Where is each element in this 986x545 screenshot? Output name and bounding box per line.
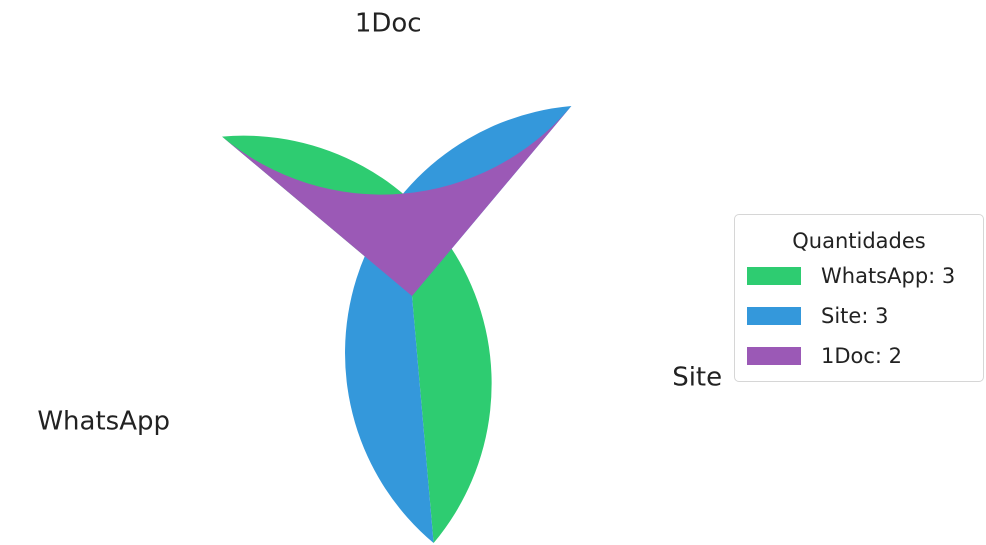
pie-category-label-whatsapp: WhatsApp [37,407,170,437]
legend-item-whatsapp: WhatsApp: 3 [747,263,955,289]
pie-percent-label-whatsapp: 37.5% [203,375,270,399]
legend-item-site: Site: 3 [747,303,888,329]
legend: Quantidades WhatsApp: 3 Site: 3 1Doc: 2 [734,214,984,382]
legend-swatch-site [747,307,801,325]
legend-label-whatsapp: WhatsApp: 3 [821,264,956,288]
legend-label-site: Site: 3 [821,304,889,328]
legend-swatch-whatsapp [747,267,801,285]
pie-slice-1doc [222,106,572,297]
pie-percent-label-1doc: 25.0% [361,85,428,109]
pie-percent-label-site: 37.5% [568,343,635,367]
legend-label-1doc: 1Doc: 2 [821,344,903,368]
legend-title: Quantidades [792,229,926,253]
pie-category-label-1doc: 1Doc [355,9,422,39]
legend-swatch-1doc [747,347,801,365]
pie-category-label-site: Site [672,363,722,393]
legend-item-1doc: 1Doc: 2 [747,343,902,369]
